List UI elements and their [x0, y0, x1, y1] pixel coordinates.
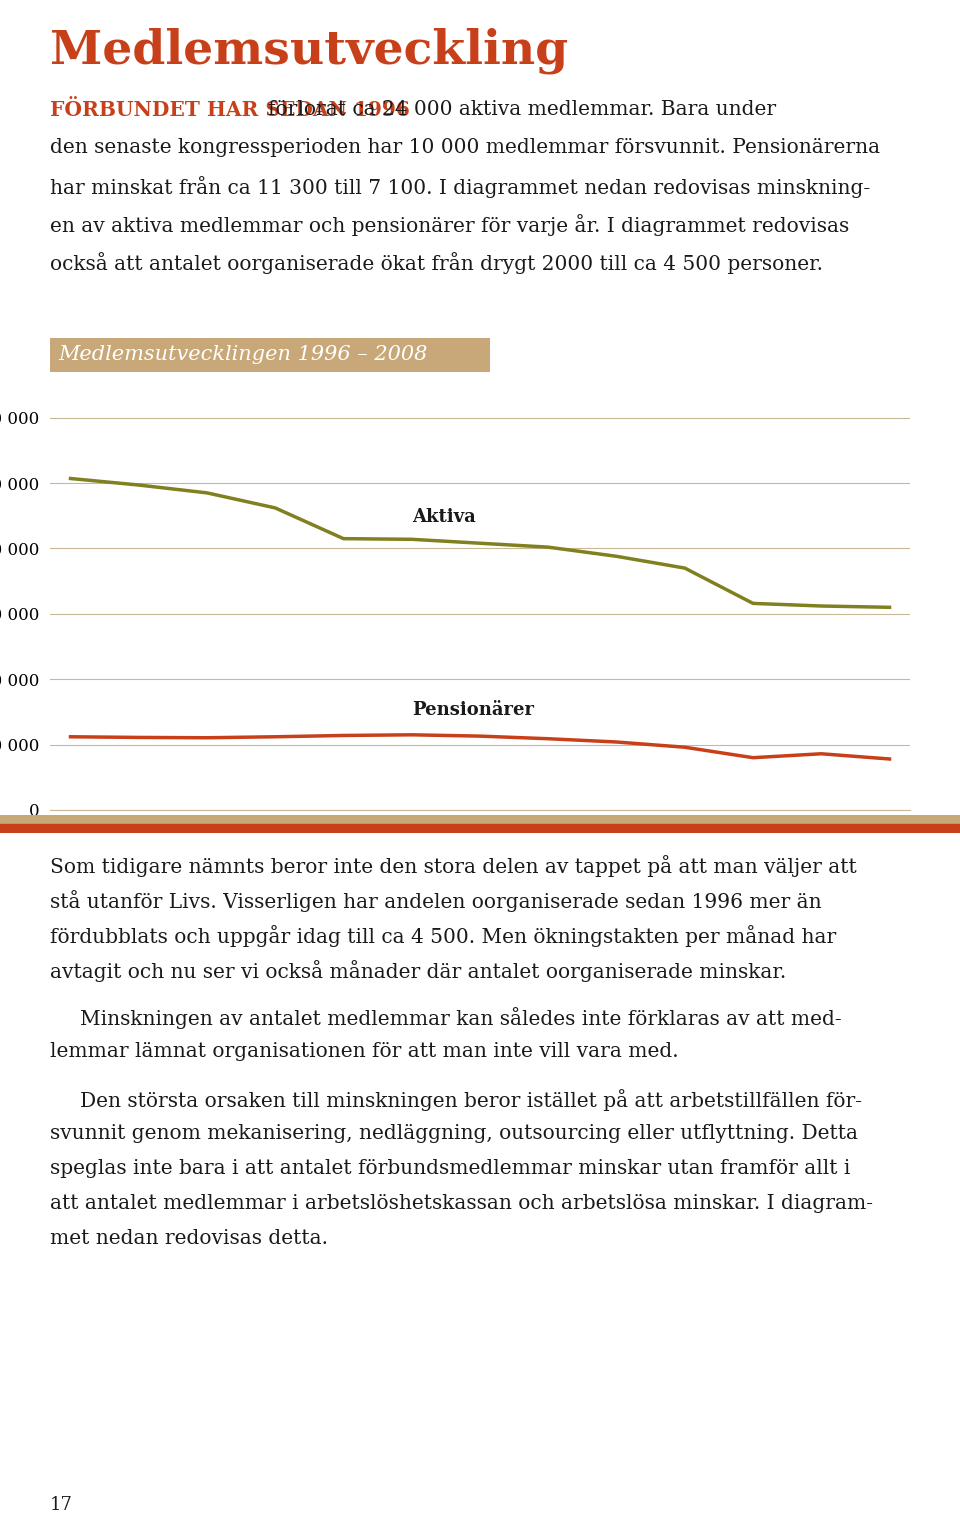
Text: Medlemsutvecklingen 1996 – 2008: Medlemsutvecklingen 1996 – 2008 [59, 345, 428, 365]
Text: också att antalet oorganiserade ökat från drygt 2000 till ca 4 500 personer.: också att antalet oorganiserade ökat frå… [50, 252, 823, 274]
Text: fördubblats och uppgår idag till ca 4 500. Men ökningstakten per månad har: fördubblats och uppgår idag till ca 4 50… [50, 924, 836, 947]
Text: Minskningen av antalet medlemmar kan således inte förklaras av att med-: Minskningen av antalet medlemmar kan sål… [80, 1007, 842, 1028]
Text: lemmar lämnat organisationen för att man inte vill vara med.: lemmar lämnat organisationen för att man… [50, 1042, 679, 1060]
Text: har minskat från ca 11 300 till 7 100. I diagrammet nedan redovisas minskning-: har minskat från ca 11 300 till 7 100. I… [50, 176, 870, 199]
Text: 17: 17 [50, 1496, 73, 1514]
Bar [0, 814, 960, 824]
Text: avtagit och nu ser vi också månader där antalet oorganiserade minskar.: avtagit och nu ser vi också månader där … [50, 960, 786, 983]
Text: förlorat ca 24 000 aktiva medlemmar. Bara under: förlorat ca 24 000 aktiva medlemmar. Bar… [268, 99, 776, 119]
Bar [0, 824, 960, 833]
Text: en av aktiva medlemmar och pensionärer för varje år. I diagrammet redovisas: en av aktiva medlemmar och pensionärer f… [50, 214, 850, 235]
Text: speglas inte bara i att antalet förbundsmedlemmar minskar utan framför allt i: speglas inte bara i att antalet förbunds… [50, 1160, 851, 1178]
Text: met nedan redovisas detta.: met nedan redovisas detta. [50, 1229, 328, 1248]
Text: Som tidigare nämnts beror inte den stora delen av tappet på att man väljer att: Som tidigare nämnts beror inte den stora… [50, 856, 856, 877]
Text: Aktiva: Aktiva [412, 509, 475, 526]
Text: svunnit genom mekanisering, nedläggning, outsourcing eller utflyttning. Detta: svunnit genom mekanisering, nedläggning,… [50, 1125, 858, 1143]
Text: stå utanför Livs. Visserligen har andelen oorganiserade sedan 1996 mer än: stå utanför Livs. Visserligen har andele… [50, 889, 822, 912]
Text: att antalet medlemmar i arbetslöshetskassan och arbetslösa minskar. I diagram-: att antalet medlemmar i arbetslöshetskas… [50, 1193, 873, 1213]
Text: den senaste kongressperioden har 10 000 medlemmar försvunnit. Pensionärerna: den senaste kongressperioden har 10 000 … [50, 138, 880, 157]
Text: Medlemsutveckling: Medlemsutveckling [50, 28, 568, 73]
Text: Den största orsaken till minskningen beror istället på att arbetstillfällen för-: Den största orsaken till minskningen ber… [80, 1089, 862, 1111]
Text: Pensionärer: Pensionärer [412, 701, 534, 720]
Text: FÖRBUNDET HAR SEDAN 1996: FÖRBUNDET HAR SEDAN 1996 [50, 99, 410, 121]
